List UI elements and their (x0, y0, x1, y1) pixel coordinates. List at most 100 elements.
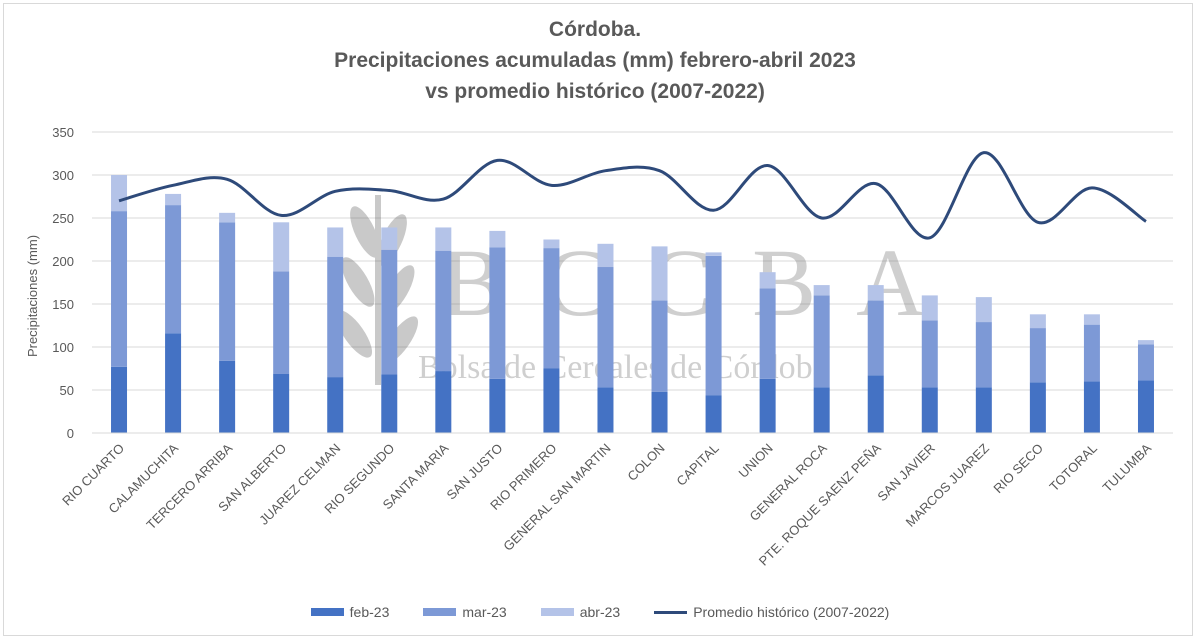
bar-abr-23 (1083, 314, 1100, 325)
y-tick-label: 200 (52, 254, 74, 269)
legend: feb-23 mar-23 abr-23 Promedio histórico … (0, 604, 1200, 620)
bar-abr-23 (813, 285, 830, 296)
bar-feb-23 (867, 375, 884, 433)
legend-item-mar: mar-23 (423, 604, 507, 620)
bar-mar-23 (435, 250, 452, 372)
bar-abr-23 (381, 227, 398, 250)
x-tick-label: TOTORAL (1046, 441, 1100, 495)
legend-item-average: Promedio histórico (2007-2022) (654, 604, 889, 620)
watermark-subtitle: Bolsa de Cereales de Córdoba (418, 349, 828, 386)
bar-abr-23 (543, 239, 560, 249)
bar-abr-23 (651, 246, 668, 301)
bar-mar-23 (543, 248, 560, 369)
bar-mar-23 (759, 288, 776, 379)
bar-feb-23 (435, 371, 452, 433)
chart-title-line-2: Precipitaciones acumuladas (mm) febrero-… (334, 49, 856, 72)
bar-mar-23 (165, 205, 182, 334)
bar-mar-23 (273, 271, 290, 374)
bar-mar-23 (1137, 344, 1154, 381)
bar-feb-23 (111, 366, 128, 433)
y-tick-label: 300 (52, 168, 74, 183)
x-tick-label: GENERAL SAN MARTIN (500, 441, 613, 554)
bar-feb-23 (327, 377, 344, 433)
watermark: BCCBA Bolsa de Cereales de Córdoba (335, 195, 965, 386)
bar-abr-23 (597, 243, 614, 268)
bar-feb-23 (921, 387, 938, 433)
bar-abr-23 (327, 227, 344, 257)
bar-abr-23 (219, 212, 236, 223)
bar-mar-23 (381, 249, 398, 375)
bar-mar-23 (921, 320, 938, 388)
bar-feb-23 (1083, 381, 1100, 433)
x-tick-label: RIO SECO (990, 441, 1046, 497)
bar-feb-23 (543, 368, 560, 433)
bar-feb-23 (273, 373, 290, 433)
y-tick-label: 100 (52, 340, 74, 355)
bar-feb-23 (219, 360, 236, 433)
chart-title: Córdoba. Precipitaciones acumuladas (mm)… (0, 14, 1190, 107)
y-axis: 0 50 100 150 200 250 300 350 (52, 125, 74, 441)
chart-title-line-1: Córdoba. (548, 18, 642, 41)
bar-feb-23 (381, 374, 398, 433)
legend-item-abr: abr-23 (540, 604, 621, 620)
bar-feb-23 (651, 391, 668, 433)
bar-mar-23 (327, 256, 344, 378)
bar-abr-23 (111, 175, 128, 212)
bar-abr-23 (165, 193, 182, 206)
bar-feb-23 (759, 378, 776, 433)
bar-feb-23 (165, 333, 182, 433)
legend-swatch-mar (423, 608, 457, 616)
average-line-path (118, 151, 1147, 240)
legend-item-feb: feb-23 (310, 604, 390, 620)
y-tick-label: 350 (52, 125, 74, 140)
bar-abr-23 (435, 227, 452, 251)
legend-swatch-average (654, 610, 688, 614)
bar-feb-23 (705, 395, 722, 433)
y-tick-label: 250 (52, 211, 74, 226)
x-tick-label: CAPITAL (673, 441, 721, 489)
legend-label-average: Promedio histórico (2007-2022) (693, 604, 890, 620)
bar-abr-23 (867, 285, 884, 301)
chart-title-line-3: vs promedio histórico (2007-2022) (425, 80, 765, 103)
bar-abr-23 (921, 295, 938, 321)
watermark-logo-text: BCCBA (440, 229, 965, 336)
bar-feb-23 (1137, 380, 1154, 433)
legend-swatch-abr (540, 608, 574, 616)
y-tick-label: 50 (60, 383, 74, 398)
y-tick-label: 150 (52, 297, 74, 312)
bar-mar-23 (1029, 328, 1046, 383)
bar-abr-23 (1029, 314, 1046, 329)
legend-swatch-feb (310, 608, 344, 616)
bar-mar-23 (111, 211, 128, 367)
bar-mar-23 (1083, 324, 1100, 382)
y-tick-label: 0 (67, 426, 74, 441)
x-tick-label: UNION (736, 441, 776, 481)
legend-label-mar: mar-23 (462, 604, 507, 620)
bars (111, 175, 1154, 433)
bar-mar-23 (219, 222, 236, 361)
bar-abr-23 (273, 222, 290, 272)
legend-label-abr: abr-23 (579, 604, 621, 620)
bar-mar-23 (705, 255, 722, 396)
wheat-logo-icon (335, 195, 419, 385)
legend-label-feb: feb-23 (349, 604, 390, 620)
bar-abr-23 (1137, 340, 1154, 345)
bar-feb-23 (597, 387, 614, 433)
bar-mar-23 (489, 247, 506, 379)
bar-feb-23 (813, 387, 830, 433)
bar-mar-23 (975, 322, 992, 388)
bar-abr-23 (489, 230, 506, 248)
x-tick-label: COLON (624, 441, 667, 484)
y-axis-label: Precipitaciones (mm) (25, 235, 40, 357)
historical-average-line (118, 151, 1147, 240)
bar-abr-23 (759, 272, 776, 289)
bar-mar-23 (651, 300, 668, 392)
bar-feb-23 (975, 387, 992, 433)
bar-feb-23 (489, 378, 506, 433)
bar-mar-23 (867, 300, 884, 376)
bar-mar-23 (597, 267, 614, 388)
bar-abr-23 (975, 297, 992, 323)
bar-mar-23 (813, 295, 830, 388)
